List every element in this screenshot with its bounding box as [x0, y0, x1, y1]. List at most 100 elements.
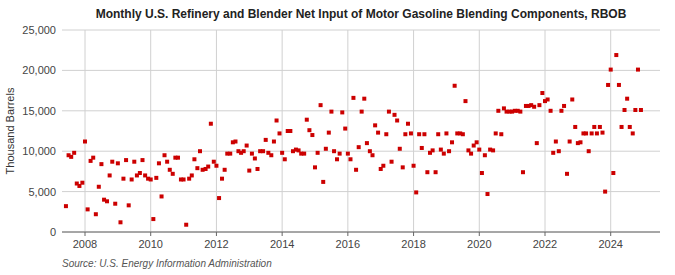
point — [190, 173, 194, 177]
point — [256, 167, 260, 171]
y-tick-label: 25,000 — [22, 24, 56, 36]
point — [157, 161, 161, 165]
point — [393, 113, 397, 117]
point — [463, 99, 467, 103]
point — [381, 164, 385, 168]
point — [409, 131, 413, 135]
point — [633, 108, 637, 112]
point — [132, 160, 136, 164]
point — [242, 149, 246, 153]
point — [368, 149, 372, 153]
x-tick-label: 2016 — [336, 238, 360, 250]
point — [570, 97, 574, 101]
x-tick-label: 2014 — [270, 238, 294, 250]
points — [64, 53, 643, 227]
point — [532, 105, 536, 109]
point — [278, 131, 282, 135]
x-tick-label: 2018 — [401, 238, 425, 250]
point — [518, 110, 522, 114]
point — [362, 97, 366, 101]
point — [269, 153, 273, 157]
x-tick-mark — [610, 232, 611, 236]
point — [160, 194, 164, 198]
y-grid-line — [62, 191, 660, 192]
point — [105, 199, 109, 203]
x-tick-mark — [282, 232, 283, 236]
point — [431, 148, 435, 152]
point — [609, 68, 613, 72]
point — [422, 132, 426, 136]
point — [373, 123, 377, 127]
point — [601, 131, 605, 135]
point — [412, 164, 416, 168]
point — [247, 169, 251, 173]
point — [434, 170, 438, 174]
y-grid-line — [62, 232, 660, 233]
point — [496, 109, 500, 113]
point — [549, 109, 553, 113]
point — [620, 125, 624, 129]
point — [562, 104, 566, 108]
point — [245, 144, 249, 148]
point — [343, 127, 347, 131]
x-grid-line — [282, 30, 283, 232]
point — [425, 170, 429, 174]
chart: Monthly U.S. Refinery and Blender Net In… — [0, 0, 675, 275]
point — [184, 223, 188, 227]
point — [261, 149, 265, 153]
point — [406, 122, 410, 126]
point — [99, 162, 103, 166]
y-grid-line — [62, 70, 660, 71]
point — [275, 118, 279, 122]
point — [450, 140, 454, 144]
point — [537, 103, 541, 107]
point — [420, 146, 424, 150]
point — [351, 96, 355, 100]
y-tick-label: 5,000 — [28, 186, 56, 198]
point — [636, 68, 640, 72]
title: Monthly U.S. Refinery and Blender Net In… — [96, 7, 627, 21]
point — [302, 152, 306, 156]
point — [546, 97, 550, 101]
point — [324, 147, 328, 151]
point — [316, 151, 320, 155]
point — [149, 177, 153, 181]
point — [444, 131, 448, 135]
point — [639, 108, 643, 112]
point — [338, 152, 342, 156]
point — [163, 153, 167, 157]
point — [319, 103, 323, 107]
point — [565, 172, 569, 176]
y-tick-label: 0 — [50, 226, 56, 238]
point — [398, 147, 402, 151]
point — [521, 170, 525, 174]
point — [346, 152, 350, 156]
point — [283, 157, 287, 161]
point — [327, 131, 331, 135]
y-tick-label: 10,000 — [22, 145, 56, 157]
source-note: Source: U.S. Energy Information Administ… — [62, 258, 272, 269]
point — [228, 152, 232, 156]
x-tick-label: 2008 — [73, 238, 97, 250]
point — [390, 160, 394, 164]
point — [69, 155, 73, 159]
point — [578, 140, 582, 144]
point — [165, 160, 169, 164]
point — [628, 125, 632, 129]
y-axis-label: Thousand Barrels — [4, 87, 16, 174]
point — [453, 84, 457, 88]
x-tick-mark — [150, 232, 151, 236]
point — [617, 83, 621, 87]
x-grid-line — [85, 30, 86, 232]
y-grid-line — [62, 151, 660, 152]
point — [206, 165, 210, 169]
point — [587, 149, 591, 153]
point — [80, 181, 84, 185]
point — [151, 217, 155, 221]
point — [138, 171, 142, 175]
point — [554, 140, 558, 144]
point — [439, 148, 443, 152]
point — [127, 203, 131, 207]
point — [348, 157, 352, 161]
point — [182, 177, 186, 181]
